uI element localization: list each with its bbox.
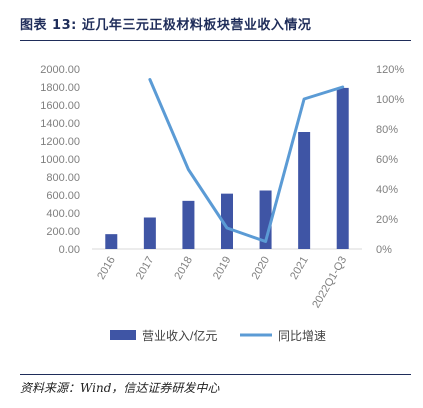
y-right-tick-label: 80% xyxy=(376,124,398,136)
legend-swatch-revenue xyxy=(110,330,136,340)
title-divider xyxy=(20,40,411,41)
x-tick-label: 2017 xyxy=(134,255,157,282)
bar xyxy=(105,234,118,249)
chart-area: 0.00 200.00 400.00 600.00 800.00 1000.00 1200.… xyxy=(0,44,423,374)
chart-title: 图表 13: 近几年三元正极材料板块营业收入情况 xyxy=(20,17,312,33)
y-left-tick-label: 1200.00 xyxy=(40,136,80,148)
y-left-tick-label: 200.00 xyxy=(46,226,80,238)
y-left-tick-label: 0.00 xyxy=(59,244,80,256)
legend-label-revenue: 营业收入/亿元 xyxy=(142,328,217,343)
chart-header: 图表 13: 近几年三元正极材料板块营业收入情况 xyxy=(20,10,410,36)
y-right-tick-label: 40% xyxy=(376,184,398,196)
y-left-tick-label: 1000.00 xyxy=(40,154,80,166)
y-left-tick-label: 800.00 xyxy=(46,172,80,184)
bar xyxy=(143,217,156,249)
x-tick-label: 2021 xyxy=(288,255,311,282)
bar xyxy=(182,200,195,249)
combo-chart: 0.00 200.00 400.00 600.00 800.00 1000.00 1200.… xyxy=(40,64,404,343)
x-tick-label: 2018 xyxy=(172,255,195,282)
x-tick-label: 2020 xyxy=(250,255,273,282)
y-left-tick-label: 1600.00 xyxy=(40,100,80,112)
x-tick-label: 2022Q1-Q3 xyxy=(310,255,349,311)
x-tick-label: 2019 xyxy=(211,255,234,282)
y-right-tick-label: 20% xyxy=(376,214,398,226)
y-right-tick-label: 0% xyxy=(376,244,392,256)
source-divider xyxy=(20,374,411,375)
y-left-tick-label: 2000.00 xyxy=(40,64,80,76)
growth-line xyxy=(148,78,345,243)
bar xyxy=(221,193,233,249)
x-tick-label: 2016 xyxy=(95,255,118,282)
y-right-tick-label: 120% xyxy=(376,64,404,76)
y-left-tick-label: 1800.00 xyxy=(40,82,80,94)
source-note: 资料来源：Wind，信达证券研发中心 xyxy=(20,381,220,395)
y-left-tick-label: 400.00 xyxy=(46,208,80,220)
legend-label-growth: 同比增速 xyxy=(278,329,326,343)
bar xyxy=(336,87,349,250)
bar xyxy=(298,132,311,249)
y-right-tick-label: 60% xyxy=(376,154,398,166)
y-right-tick-label: 100% xyxy=(376,94,404,106)
y-left-tick-label: 600.00 xyxy=(46,190,80,202)
y-left-tick-label: 1400.00 xyxy=(40,118,80,130)
